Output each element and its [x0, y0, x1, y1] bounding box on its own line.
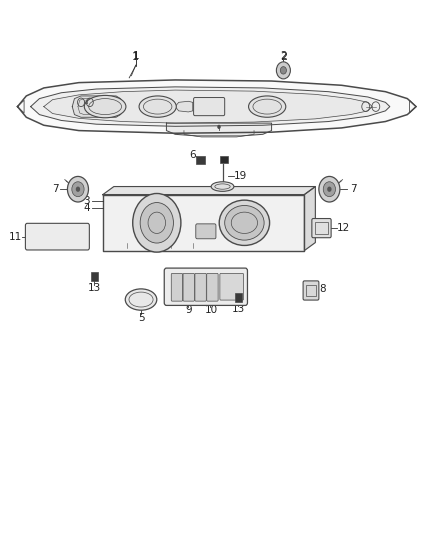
- FancyBboxPatch shape: [183, 273, 194, 301]
- Ellipse shape: [125, 289, 157, 310]
- Circle shape: [319, 176, 340, 202]
- Text: 10: 10: [205, 305, 218, 315]
- Text: 1: 1: [132, 52, 139, 62]
- Circle shape: [72, 182, 84, 197]
- Polygon shape: [103, 195, 304, 251]
- Text: 3: 3: [83, 197, 90, 206]
- FancyBboxPatch shape: [195, 273, 206, 301]
- Ellipse shape: [139, 96, 176, 117]
- Circle shape: [67, 176, 88, 202]
- Polygon shape: [31, 87, 390, 126]
- Text: u: u: [83, 99, 88, 106]
- Text: 11: 11: [9, 232, 22, 241]
- Circle shape: [76, 187, 80, 192]
- FancyBboxPatch shape: [207, 273, 218, 301]
- FancyBboxPatch shape: [220, 273, 244, 300]
- Text: 5: 5: [138, 313, 145, 322]
- FancyBboxPatch shape: [171, 273, 183, 301]
- Polygon shape: [72, 96, 123, 117]
- FancyBboxPatch shape: [91, 272, 98, 281]
- Text: 2: 2: [280, 52, 287, 61]
- Text: 13: 13: [88, 284, 101, 293]
- Text: 4: 4: [83, 203, 90, 213]
- Text: 12: 12: [337, 223, 350, 233]
- Polygon shape: [304, 187, 315, 251]
- Ellipse shape: [219, 200, 270, 245]
- Ellipse shape: [249, 96, 286, 117]
- FancyBboxPatch shape: [25, 223, 89, 250]
- Text: 13: 13: [232, 304, 245, 314]
- FancyBboxPatch shape: [220, 156, 228, 163]
- Polygon shape: [175, 101, 193, 112]
- FancyBboxPatch shape: [196, 224, 216, 239]
- Circle shape: [217, 125, 221, 129]
- Polygon shape: [18, 80, 416, 133]
- Text: 2: 2: [280, 52, 287, 62]
- Polygon shape: [103, 187, 315, 195]
- FancyBboxPatch shape: [164, 268, 247, 305]
- Circle shape: [276, 62, 290, 79]
- Text: 9: 9: [185, 305, 192, 315]
- Circle shape: [327, 187, 332, 192]
- Circle shape: [133, 193, 181, 252]
- Circle shape: [140, 203, 173, 243]
- Polygon shape: [44, 90, 372, 123]
- Ellipse shape: [211, 182, 234, 191]
- FancyBboxPatch shape: [312, 219, 331, 238]
- Text: 8: 8: [319, 284, 326, 294]
- FancyBboxPatch shape: [235, 293, 242, 302]
- Polygon shape: [166, 123, 272, 136]
- Circle shape: [323, 182, 336, 197]
- Text: 7: 7: [52, 184, 59, 194]
- FancyBboxPatch shape: [196, 156, 205, 164]
- Text: 6: 6: [189, 150, 196, 159]
- Text: 19: 19: [233, 171, 247, 181]
- FancyBboxPatch shape: [194, 98, 225, 116]
- Ellipse shape: [225, 206, 264, 240]
- Circle shape: [280, 67, 286, 74]
- FancyBboxPatch shape: [303, 281, 319, 300]
- Text: 1: 1: [132, 52, 139, 61]
- Text: 7: 7: [350, 184, 357, 194]
- Ellipse shape: [84, 95, 126, 118]
